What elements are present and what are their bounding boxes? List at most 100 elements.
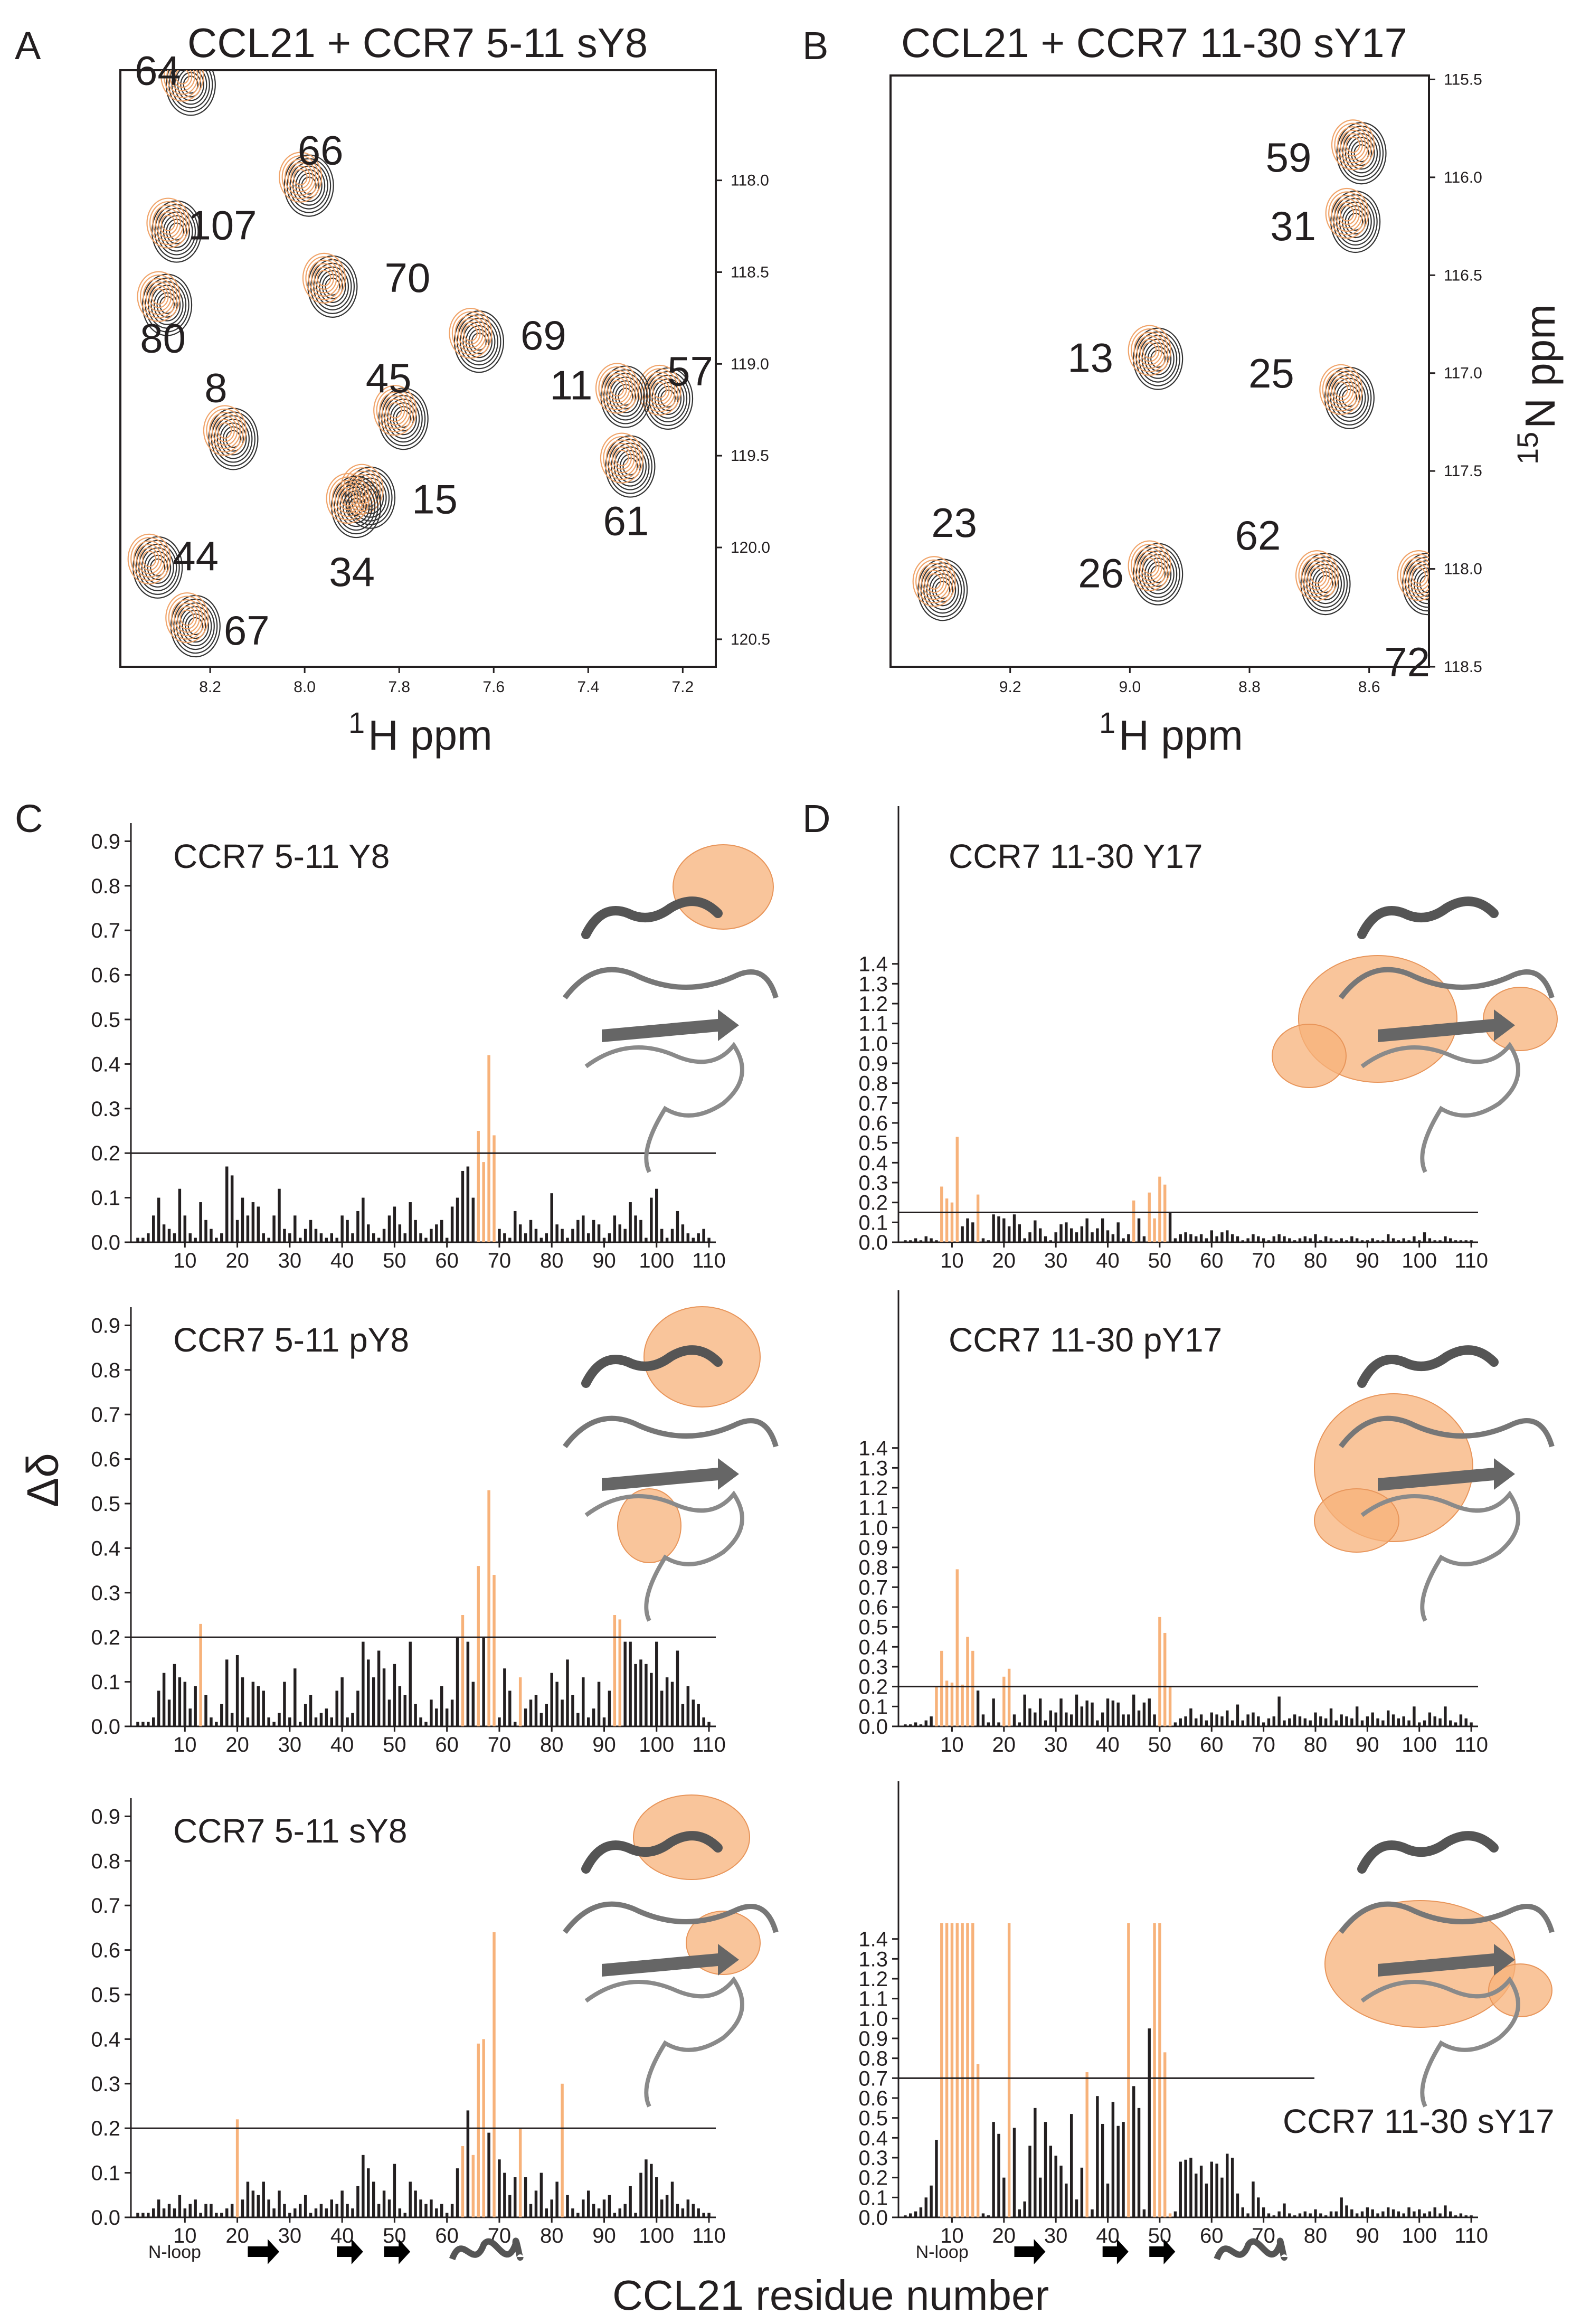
bar-residue-101: [1423, 2213, 1426, 2217]
bar-residue-26: [1034, 1220, 1037, 1242]
bar-residue-14: [204, 1695, 207, 1726]
bar-residue-91: [608, 1233, 611, 1242]
bar-residue-19: [997, 1216, 1000, 1242]
bar-residue-90: [602, 2199, 606, 2217]
bar-residue-64: [1230, 1720, 1234, 1726]
bar-residue-71: [1267, 1240, 1271, 1242]
bar-residue-58: [1199, 2166, 1203, 2217]
chart-d3-ccr7-11-30-sy17: 0.00.10.20.30.40.50.60.70.80.91.01.11.21…: [858, 1781, 1555, 2247]
bar-residue-15: [976, 2064, 980, 2217]
peak-label-13: 13: [1067, 335, 1113, 381]
bar-residue-12: [961, 1684, 964, 1726]
loop-ribbon: [563, 1415, 779, 1449]
bar-residue-90: [1366, 2207, 1369, 2217]
bar-residue-35: [314, 1229, 318, 1242]
bar-residue-62: [456, 1637, 459, 1726]
bar-residue-84: [571, 2208, 574, 2217]
orange-contour: [165, 592, 209, 644]
bar-residue-6: [162, 1224, 166, 1242]
bar-residue-67: [1246, 1238, 1249, 1242]
orange-contour: [915, 559, 953, 603]
orange-contour: [382, 395, 408, 426]
bar-residue-3: [147, 1722, 150, 1726]
x-tick-label: 90: [1356, 1249, 1379, 1272]
peak-61-contours: [600, 432, 656, 498]
bar-residue-94: [1386, 1710, 1390, 1726]
bar-residue-95: [629, 1641, 632, 1726]
bar-residue-55: [419, 1717, 422, 1726]
bar-residue-35: [1080, 1226, 1084, 1242]
y-tick-label: 118.5: [731, 263, 769, 281]
bar-residue-106: [686, 2199, 690, 2217]
x-tick-label: 20: [992, 2224, 1016, 2247]
peak-69-contours: [449, 308, 505, 373]
bar-residue-5: [157, 1690, 160, 1726]
y-tick-label: 118.0: [1444, 561, 1482, 578]
bar-residue-97: [1402, 1716, 1405, 1726]
y-tick-label: 1.1: [858, 1013, 888, 1036]
bar-residue-52: [1168, 1686, 1172, 1726]
bar-residue-43: [1122, 1714, 1125, 1726]
y-tick-label: 0.9: [858, 2027, 888, 2051]
bar-residue-9: [178, 1677, 182, 1726]
bar-residue-46: [1137, 2108, 1141, 2217]
black-contour: [177, 70, 204, 101]
bar-residue-50: [1158, 1176, 1161, 1242]
bar-residue-107: [692, 1699, 695, 1726]
bar-residue-79: [1309, 1720, 1312, 1726]
bar-residue-61: [450, 1206, 454, 1242]
bar-residue-34: [309, 1695, 313, 1726]
beta-strand-arrow: [1102, 2239, 1129, 2264]
bar-residue-110: [1470, 1722, 1473, 1726]
bar-residue-65: [471, 2155, 475, 2217]
orange-contour: [137, 271, 181, 322]
x-tick-label: 9.0: [1119, 678, 1141, 696]
bar-residue-15: [210, 1229, 213, 1242]
peak-label-80: 80: [140, 315, 186, 362]
chart-title: CCR7 11-30 pY17: [949, 1321, 1222, 1359]
bar-residue-66: [1241, 1240, 1244, 1242]
bar-residue-36: [1085, 1701, 1088, 1726]
peak-label-66: 66: [298, 127, 344, 174]
bar-residue-98: [645, 1664, 648, 1726]
x-tick-label: 80: [540, 1733, 564, 1756]
orange-contour: [332, 479, 364, 517]
panel-b-title: CCL21 + CCR7 11-30 sY17: [901, 20, 1407, 66]
black-contour: [1341, 389, 1357, 407]
bar-residue-27: [1038, 1228, 1042, 1242]
panel-letter-d: D: [802, 797, 830, 840]
bar-residue-11: [955, 1569, 959, 1726]
bar-residue-36: [1085, 1218, 1088, 1242]
x-tick-label: 110: [692, 1733, 726, 1756]
bar-residue-79: [1309, 1238, 1312, 1242]
bar-residue-89: [597, 1681, 601, 1726]
chart-title: CCR7 11-30 Y17: [949, 837, 1203, 875]
bar-residue-69: [493, 1575, 496, 1726]
bar-residue-105: [1444, 1706, 1447, 1726]
black-contour: [1336, 122, 1387, 185]
bar-residue-62: [1220, 1716, 1224, 1726]
bar-residue-37: [325, 1708, 328, 1726]
orange-contour: [149, 201, 187, 245]
peak-25-contours: [1319, 364, 1375, 429]
bar-residue-8: [173, 1233, 176, 1242]
bar-residue-55: [1184, 1716, 1187, 1726]
orange-contour: [609, 442, 635, 474]
bar-residue-50: [393, 2164, 396, 2217]
black-contour: [165, 70, 216, 116]
black-contour: [1324, 366, 1375, 429]
black-contour: [301, 176, 317, 195]
bar-residue-27: [1038, 2177, 1042, 2217]
bar-residue-106: [1449, 1238, 1452, 1242]
bar-residue-108: [1459, 1714, 1463, 1726]
bar-residue-42: [1116, 1222, 1120, 1242]
bar-residue-73: [513, 1211, 517, 1242]
bar-residue-110: [707, 2213, 711, 2217]
bar-residue-11: [188, 1708, 192, 1726]
bar-residue-5: [157, 1197, 160, 1242]
bar-residue-53: [409, 1202, 412, 1242]
bar-residue-75: [524, 1708, 527, 1726]
orange-contour: [203, 405, 247, 456]
bar-residue-104: [1438, 1240, 1442, 1242]
bar-residue-90: [1366, 1240, 1369, 1242]
